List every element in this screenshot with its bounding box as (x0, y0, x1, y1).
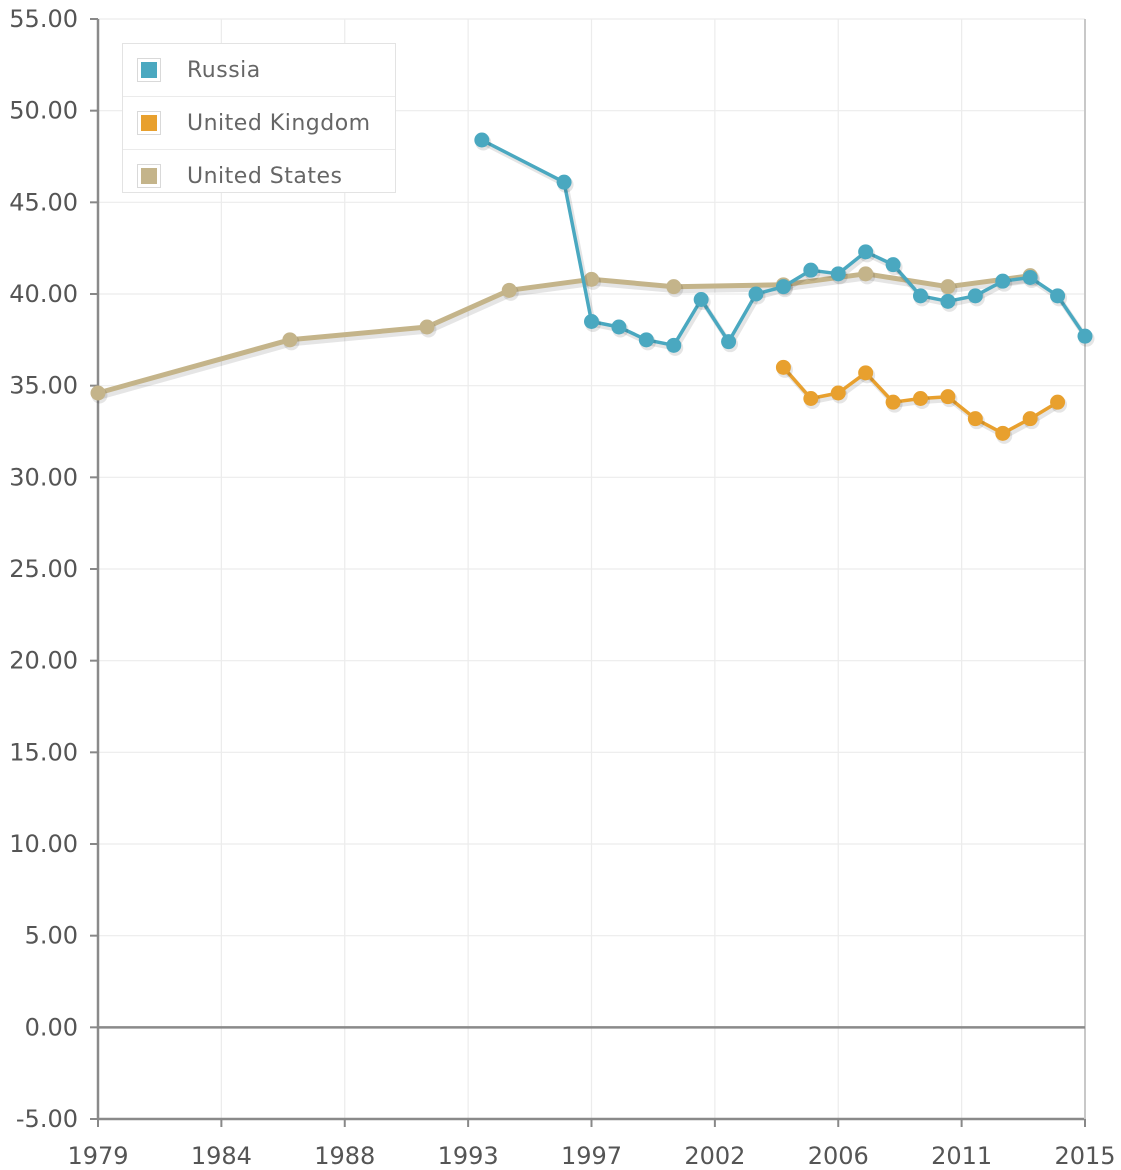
data-point (830, 266, 846, 282)
y-tick-label: 0.00 (25, 1013, 78, 1041)
data-point (913, 391, 928, 406)
data-point (474, 132, 490, 148)
data-point (501, 282, 517, 298)
legend-swatch-russia (137, 58, 161, 82)
data-point (830, 385, 846, 401)
y-tick-label: 10.00 (9, 830, 78, 858)
x-tick-label: 2015 (1054, 1142, 1115, 1170)
data-point (90, 385, 106, 401)
y-tick-label: 40.00 (9, 280, 78, 308)
y-tick-label: 50.00 (9, 97, 78, 125)
series-line (480, 138, 1087, 348)
grid-lines (98, 18, 1085, 1119)
y-axis-ticks: 55.00 50.00 45.00 40.00 35.00 30.00 25.00 20.00… (9, 5, 98, 1133)
data-point (775, 359, 791, 375)
data-point (967, 288, 983, 304)
data-point (885, 394, 901, 410)
y-tick-label: 35.00 (9, 372, 78, 400)
legend-swatch-united-states (137, 164, 161, 188)
series-united-states (90, 266, 1040, 404)
legend-label: Russia (187, 57, 261, 83)
y-tick-label: 45.00 (9, 188, 78, 216)
x-tick-label: 1997 (561, 1142, 622, 1170)
data-point (995, 425, 1011, 441)
data-point (1077, 328, 1093, 344)
y-tick-label: 20.00 (9, 647, 78, 675)
x-tick-label: 2011 (931, 1142, 992, 1170)
data-point (803, 262, 819, 278)
x-tick-label: 1988 (314, 1142, 375, 1170)
y-tick-label: 5.00 (25, 922, 78, 950)
data-point (282, 332, 298, 348)
data-point (995, 273, 1011, 289)
series-united-kingdom (775, 359, 1068, 444)
x-axis-ticks: 1979 1984 1988 1993 1997 2002 2006 2011 2015 (67, 1119, 1116, 1170)
data-point (775, 279, 791, 295)
data-point (803, 391, 819, 406)
data-point (940, 293, 956, 309)
data-point (967, 411, 983, 427)
legend: Russia United Kingdom United States (122, 43, 396, 193)
legend-item-united-kingdom[interactable]: United Kingdom (123, 97, 395, 150)
x-tick-label: 1979 (67, 1142, 128, 1170)
data-point (1050, 288, 1066, 304)
data-point (858, 244, 874, 260)
data-point (693, 292, 709, 307)
data-point (584, 271, 599, 287)
x-tick-label: 2002 (684, 1142, 745, 1170)
legend-label: United Kingdom (187, 110, 371, 136)
legend-label: United States (187, 163, 343, 189)
data-point (940, 279, 956, 295)
data-point (913, 288, 928, 304)
data-point (858, 266, 874, 282)
x-tick-label: 1984 (191, 1142, 252, 1170)
series-russia (474, 132, 1095, 356)
legend-item-russia[interactable]: Russia (123, 44, 395, 97)
data-point (584, 314, 599, 329)
x-tick-label: 2006 (808, 1142, 869, 1170)
data-point (556, 174, 572, 190)
data-point (419, 319, 435, 335)
data-point (611, 319, 627, 335)
series-shadow (99, 273, 1033, 400)
y-tick-label: 25.00 (9, 555, 78, 583)
data-point (748, 286, 764, 302)
data-point (1022, 411, 1038, 427)
y-tick-label: -5.00 (16, 1105, 78, 1133)
series-shadow (482, 140, 1090, 351)
y-tick-label: 30.00 (9, 463, 78, 491)
series-group (90, 132, 1095, 444)
series-line (95, 271, 1033, 396)
x-tick-label: 1993 (438, 1142, 499, 1170)
data-point (666, 279, 682, 295)
data-point (666, 337, 682, 353)
data-point (858, 365, 874, 381)
y-tick-label: 55.00 (9, 5, 78, 33)
data-point (1022, 270, 1038, 285)
y-tick-label: 15.00 (9, 738, 78, 766)
data-point (1050, 394, 1066, 410)
legend-swatch-united-kingdom (137, 111, 161, 135)
data-point (940, 389, 956, 405)
data-point (721, 334, 737, 350)
legend-item-united-states[interactable]: United States (123, 150, 395, 202)
data-point (638, 332, 654, 348)
data-point (885, 257, 901, 273)
